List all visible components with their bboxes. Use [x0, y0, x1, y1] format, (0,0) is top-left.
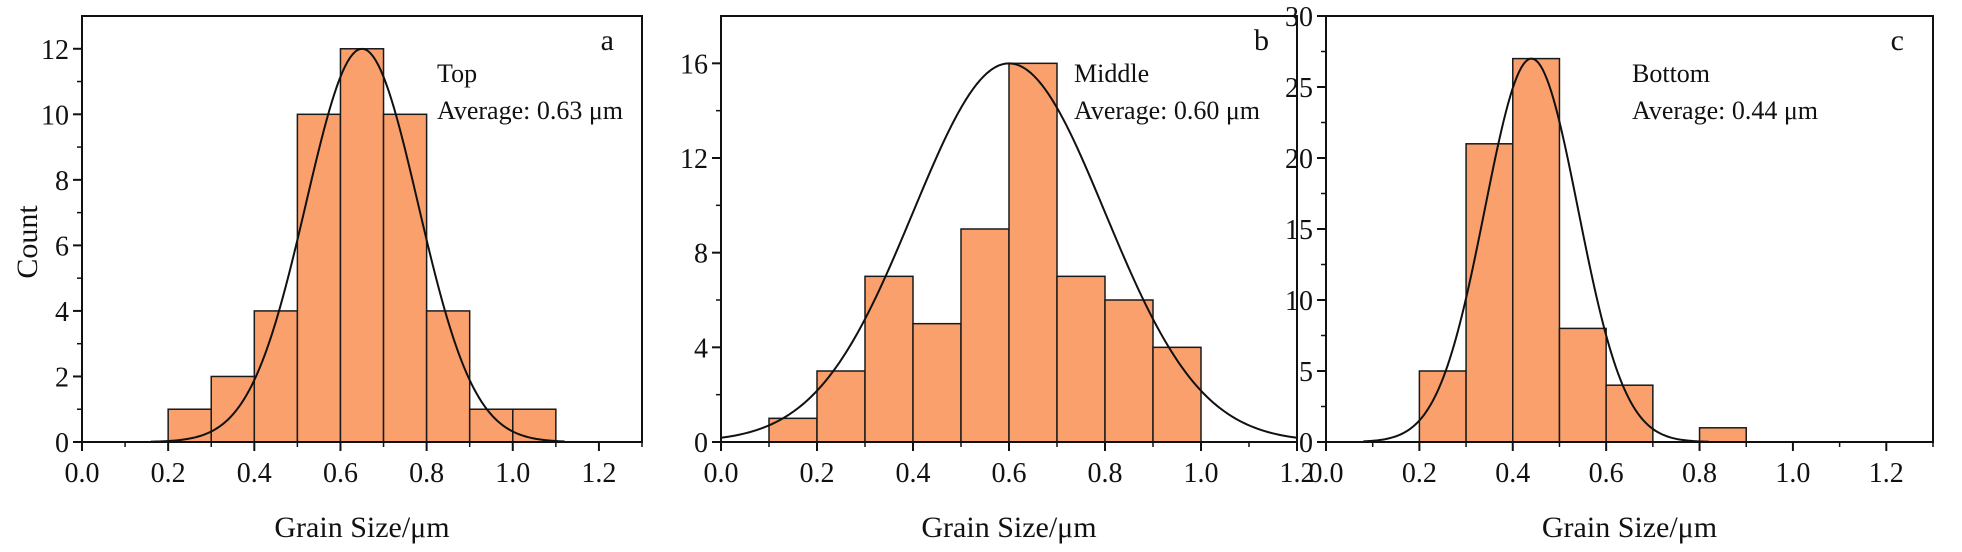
panel-c: 0.0 0.2 0.4 0.6 0.8 1.0 1.2 0 5 10 15 20 25 30 Bottom… — [1285, 2, 1934, 544]
annotation-average-a: Average: 0.63 μm — [437, 96, 623, 125]
y-tick-label-c-4: 20 — [1285, 144, 1313, 175]
y-tick-label-c-5: 25 — [1285, 73, 1313, 104]
x-tick-label-a-0: 0.0 — [65, 458, 100, 489]
bars-c — [1418, 57, 1747, 443]
fit-curve-a — [150, 47, 565, 443]
y-tick-label-a-6: 12 — [41, 35, 69, 66]
bar-c-0 — [1418, 370, 1467, 443]
bars-a — [167, 48, 557, 443]
y-tick-label-b-2: 8 — [694, 239, 708, 270]
y-axis-label-a: Count — [11, 205, 44, 279]
bar-b-6 — [1056, 275, 1106, 443]
x-tick-label-c-5: 1.0 — [1775, 458, 1810, 489]
x-tick-label-c-0: 0.0 — [1309, 458, 1344, 489]
bar-a-4 — [339, 48, 385, 443]
panel-letter-c: c — [1891, 24, 1904, 57]
bar-b-2 — [864, 275, 914, 443]
annotation-label-c: Bottom — [1632, 59, 1710, 88]
bar-a-6 — [425, 310, 471, 443]
ticks-c: 0.0 0.2 0.4 0.6 0.8 1.0 1.2 0 5 10 15 20 25 30 — [1285, 2, 1934, 489]
bar-c-5 — [1698, 427, 1747, 443]
y-tick-label-b-3: 12 — [680, 144, 708, 175]
bar-b-5 — [1008, 62, 1058, 443]
bar-a-5 — [382, 113, 428, 443]
bar-a-3 — [296, 113, 342, 443]
bar-a-1 — [210, 375, 256, 443]
bar-b-3 — [912, 322, 962, 443]
y-tick-label-a-0: 0 — [55, 428, 69, 459]
y-tick-label-c-1: 5 — [1299, 357, 1313, 388]
y-tick-label-c-3: 15 — [1285, 215, 1313, 246]
annotation-average-c: Average: 0.44 μm — [1632, 96, 1818, 125]
y-tick-label-a-2: 4 — [55, 297, 69, 328]
ticks-a: 0.0 0.2 0.4 0.6 0.8 1.0 1.2 0 2 4 6 8 10 12 — [41, 35, 643, 489]
y-tick-label-b-4: 16 — [680, 49, 708, 80]
bar-b-8 — [1152, 346, 1202, 443]
x-tick-label-b-1: 0.2 — [800, 458, 835, 489]
panel-a: 0.0 0.2 0.4 0.6 0.8 1.0 1.2 0 2 4 6 8 10 12 Top Avera… — [11, 15, 643, 544]
frame-a — [81, 15, 643, 443]
x-tick-label-b-5: 1.0 — [1184, 458, 1219, 489]
x-tick-label-a-3: 0.6 — [323, 458, 358, 489]
x-tick-label-b-2: 0.4 — [896, 458, 931, 489]
annotation-label-b: Middle — [1074, 59, 1149, 88]
bar-a-0 — [167, 408, 212, 443]
bar-c-3 — [1558, 327, 1607, 443]
x-tick-label-c-6: 1.2 — [1869, 458, 1904, 489]
y-tick-label-a-3: 6 — [55, 231, 69, 262]
panel-letter-a: a — [601, 24, 614, 57]
y-tick-label-b-1: 4 — [694, 333, 708, 364]
x-tick-label-a-1: 0.2 — [151, 458, 186, 489]
annotation-average-b: Average: 0.60 μm — [1074, 96, 1260, 125]
panel-letter-b: b — [1254, 24, 1269, 57]
x-axis-label-b: Grain Size/μm — [921, 511, 1096, 544]
bar-b-7 — [1104, 299, 1154, 443]
x-tick-label-c-4: 0.8 — [1682, 458, 1717, 489]
bar-a-8 — [512, 408, 557, 443]
x-axis-label-c: Grain Size/μm — [1542, 511, 1717, 544]
bar-b-4 — [960, 228, 1010, 443]
y-tick-label-c-2: 10 — [1285, 286, 1313, 317]
x-tick-label-c-3: 0.6 — [1589, 458, 1624, 489]
y-tick-label-a-4: 8 — [55, 166, 69, 197]
x-axis-label-a: Grain Size/μm — [274, 511, 449, 544]
bar-c-4 — [1605, 384, 1654, 443]
bar-a-2 — [253, 310, 299, 443]
y-tick-label-a-5: 10 — [41, 100, 69, 131]
x-tick-label-a-6: 1.2 — [581, 458, 616, 489]
x-tick-label-c-2: 0.4 — [1495, 458, 1530, 489]
annotation-label-a: Top — [437, 59, 477, 88]
frame-c — [1325, 15, 1934, 443]
y-tick-label-c-6: 30 — [1285, 2, 1313, 33]
x-tick-label-b-6: 1.2 — [1280, 458, 1315, 489]
x-tick-label-a-4: 0.8 — [409, 458, 444, 489]
x-tick-label-a-2: 0.4 — [237, 458, 272, 489]
x-tick-label-c-1: 0.2 — [1402, 458, 1437, 489]
y-tick-label-a-1: 2 — [55, 362, 69, 393]
fit-curve-b — [720, 62, 1298, 439]
fit-curve-c — [1363, 57, 1709, 443]
y-tick-label-c-0: 0 — [1299, 428, 1313, 459]
x-tick-label-b-4: 0.8 — [1088, 458, 1123, 489]
y-tick-label-b-0: 0 — [694, 428, 708, 459]
x-tick-label-b-0: 0.0 — [704, 458, 739, 489]
x-tick-label-b-3: 0.6 — [992, 458, 1027, 489]
bar-c-2 — [1512, 57, 1561, 443]
x-tick-label-a-5: 1.0 — [495, 458, 530, 489]
